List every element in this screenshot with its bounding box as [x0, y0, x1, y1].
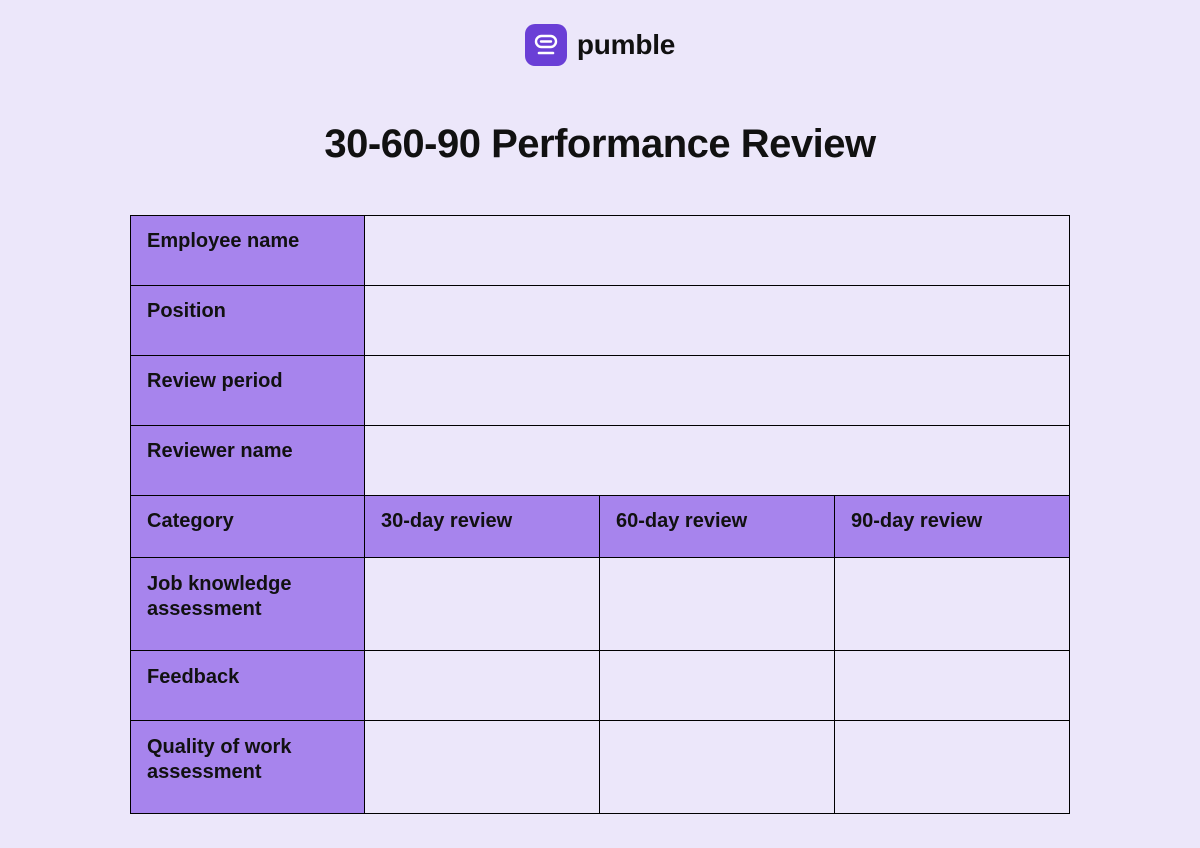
info-row-value[interactable] [365, 426, 1070, 496]
category-header-col: 90-day review [835, 496, 1070, 558]
assessment-cell[interactable] [365, 721, 600, 814]
info-row: Reviewer name [131, 426, 1070, 496]
assessment-cell[interactable] [600, 721, 835, 814]
info-row-label: Position [131, 286, 365, 356]
assessment-cell[interactable] [835, 721, 1070, 814]
info-row-value[interactable] [365, 286, 1070, 356]
assessment-cell[interactable] [600, 558, 835, 651]
brand-name: pumble [577, 29, 675, 61]
info-row-value[interactable] [365, 356, 1070, 426]
page-title: 30-60-90 Performance Review [0, 122, 1200, 167]
assessment-row-label: Quality of work assessment [131, 721, 365, 814]
review-table: Employee namePositionReview periodReview… [130, 215, 1070, 814]
assessment-cell[interactable] [365, 558, 600, 651]
assessment-row-label: Feedback [131, 651, 365, 721]
assessment-row: Job knowledge assessment [131, 558, 1070, 651]
category-header-col: 60-day review [600, 496, 835, 558]
info-row-label: Review period [131, 356, 365, 426]
category-header-col: 30-day review [365, 496, 600, 558]
info-row-label: Reviewer name [131, 426, 365, 496]
info-row-value[interactable] [365, 216, 1070, 286]
pumble-logo-icon [525, 24, 567, 66]
category-header-row: Category30-day review60-day review90-day… [131, 496, 1070, 558]
assessment-row: Feedback [131, 651, 1070, 721]
review-table-container: Employee namePositionReview periodReview… [130, 215, 1070, 814]
info-row: Review period [131, 356, 1070, 426]
info-row: Employee name [131, 216, 1070, 286]
assessment-cell[interactable] [600, 651, 835, 721]
assessment-cell[interactable] [365, 651, 600, 721]
brand-logo: pumble [0, 24, 1200, 66]
assessment-cell[interactable] [835, 558, 1070, 651]
info-row: Position [131, 286, 1070, 356]
category-header-label: Category [131, 496, 365, 558]
assessment-cell[interactable] [835, 651, 1070, 721]
assessment-row-label: Job knowledge assessment [131, 558, 365, 651]
info-row-label: Employee name [131, 216, 365, 286]
page: pumble 30-60-90 Performance Review Emplo… [0, 0, 1200, 814]
assessment-row: Quality of work assessment [131, 721, 1070, 814]
